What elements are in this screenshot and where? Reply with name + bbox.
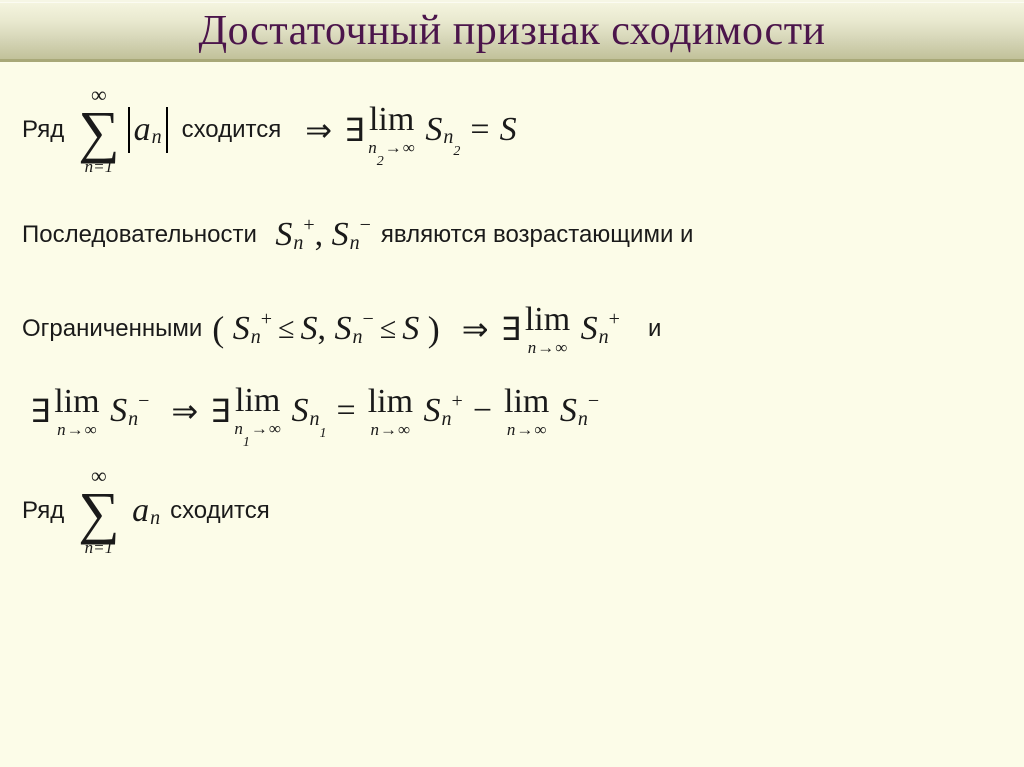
sum-an: ∞ ∑ n=1 an — [70, 465, 164, 556]
implies-lim-sn1-eq: ⇒ ∃ lim n1→∞ Sn1 = lim n→∞ Sn+ − lim n→∞… — [153, 384, 603, 438]
line-2: Последовательности Sn+ , Sn− являются во… — [16, 199, 1008, 271]
text-row-1: Ряд — [16, 116, 70, 144]
text-sequences: Последовательности — [16, 221, 263, 249]
implies-exists-lim-sn-plus: ⇒ ∃ lim n→∞ Sn+ — [444, 303, 624, 356]
title-bar: Достаточный признак сходимости — [0, 0, 1024, 62]
line-4: ∃ lim n→∞ Sn− ⇒ ∃ lim n1→∞ Sn1 = lim n→∞… — [16, 375, 1008, 447]
text-row-2: Ряд — [16, 497, 70, 525]
text-converges-1: сходится — [176, 116, 288, 144]
sn-plus-sn-minus: Sn+ , Sn− — [263, 216, 375, 254]
exists-lim-sn-minus: ∃ lim n→∞ Sn− — [16, 385, 153, 438]
line-3: Ограниченными ( Sn+ ≤ S , Sn− ≤ S ) ⇒ ∃ … — [16, 293, 1008, 365]
slide-content: Ряд ∞ ∑ n=1 an сходится ⇒ ∃ lim n2→∞ Sn2… — [0, 62, 1024, 578]
line-5: Ряд ∞ ∑ n=1 an сходится — [16, 465, 1008, 556]
text-converges-2: сходится — [164, 497, 276, 525]
text-and: и — [624, 315, 667, 343]
text-increasing-and: являются возрастающими и — [375, 221, 700, 249]
implies-exists-lim-sn2: ⇒ ∃ lim n2→∞ Sn2 = S — [287, 103, 520, 157]
slide-title: Достаточный признак сходимости — [198, 7, 825, 55]
line-1: Ряд ∞ ∑ n=1 an сходится ⇒ ∃ lim n2→∞ Sn2… — [16, 84, 1008, 175]
text-bounded: Ограниченными — [16, 315, 208, 343]
bounds-paren: ( Sn+ ≤ S , Sn− ≤ S ) — [208, 308, 444, 350]
sum-abs-an: ∞ ∑ n=1 an — [70, 84, 175, 175]
